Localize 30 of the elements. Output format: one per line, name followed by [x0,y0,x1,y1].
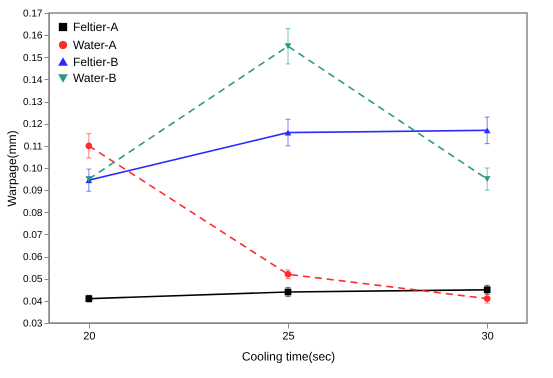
y-tick-label: 0.12 [23,119,43,130]
y-tick-label: 0.16 [23,30,43,42]
y-tick-label: 0.08 [23,208,43,219]
y-tick-label: 0.09 [23,186,43,197]
x-tick-label: 30 [482,330,494,342]
y-tick-label: 0.15 [23,52,43,64]
point [85,142,92,150]
y-tick-label: 0.06 [23,252,43,264]
y-tick-label: 0.11 [24,141,43,152]
x-axis-title: Cooling time(sec) [242,350,336,364]
y-tick-label: 0.05 [23,274,43,286]
legend-label: Feltier-B [73,55,118,69]
legend-label: Water-A [73,38,117,52]
legend-label: Feltier-A [73,20,118,34]
point [284,43,292,50]
point [284,130,292,136]
x-tick-label: 25 [282,330,295,342]
y-tick-label: 0.17 [23,8,43,20]
y-axis-title: Warpage(mm) [5,130,20,207]
x-tick-label: 20 [83,330,96,342]
legend-label: Water-B [73,71,117,85]
point [484,176,491,182]
y-tick-label: 0.03 [23,318,43,330]
y-tick-label: 0.13 [23,97,43,108]
y-tick-label: 0.14 [23,74,43,86]
point [484,127,491,134]
y-tick-label: 0.10 [23,164,43,174]
y-tick-label: 0.04 [23,296,43,308]
point [484,295,491,302]
y-tick-label: 0.07 [23,230,43,241]
